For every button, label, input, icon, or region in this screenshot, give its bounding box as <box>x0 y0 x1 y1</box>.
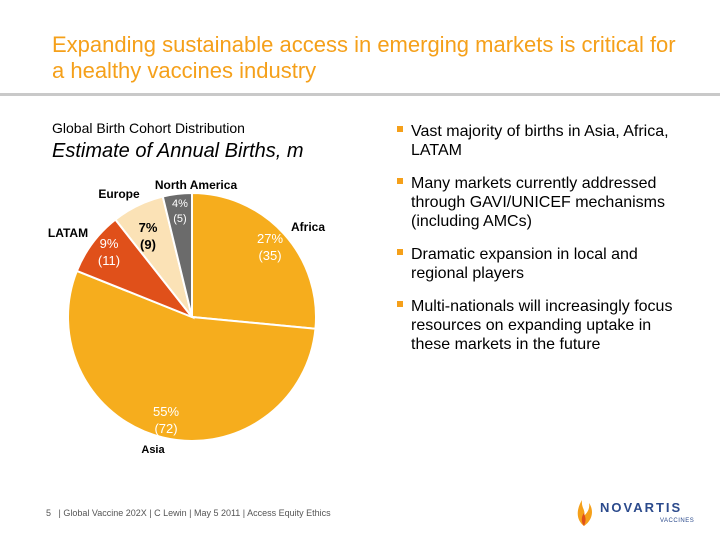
pie-slice-north-america <box>161 191 193 318</box>
slice-percent-label: 9% <box>100 236 119 251</box>
logo-subtext: VACCINES <box>660 518 695 524</box>
chart-title: Global Birth Cohort Distribution <box>52 120 245 136</box>
footer-text: | Global Vaccine 202X | C Lewin | May 5 … <box>58 508 331 518</box>
logo-wordmark: NOVARTIS <box>600 500 683 515</box>
slide-title: Expanding sustainable access in emerging… <box>52 32 676 83</box>
bullet-square-icon <box>397 126 403 132</box>
pie-slice-asia <box>67 269 317 442</box>
slice-percent-label: 7% <box>139 220 158 235</box>
novartis-logo: NOVARTIS VACCINES <box>572 494 700 530</box>
slice-value-label: (72) <box>154 421 177 436</box>
slice-value-label: (5) <box>173 213 186 225</box>
bullet-text: Dramatic expansion in local and regional… <box>411 246 638 282</box>
chart-subtitle: Estimate of Annual Births, m <box>52 140 304 162</box>
slice-value-label: (11) <box>98 253 120 268</box>
bullet-item: Multi-nationals will increasingly focus … <box>397 297 687 354</box>
slice-name-label: Europe <box>98 187 140 201</box>
title-divider <box>0 93 720 96</box>
slice-value-label: (35) <box>258 248 281 263</box>
slice-name-label: LATAM <box>48 226 88 240</box>
slice-percent-label: 27% <box>257 231 283 246</box>
bullet-item: Many markets currently addressed through… <box>397 174 687 231</box>
bullet-square-icon <box>397 301 403 307</box>
slice-percent-label: 4% <box>172 198 188 210</box>
bullet-square-icon <box>397 178 403 184</box>
bullet-square-icon <box>397 249 403 255</box>
slice-percent-label: 55% <box>153 404 179 419</box>
bullet-item: Dramatic expansion in local and regional… <box>397 245 687 283</box>
bullet-item: Vast majority of births in Asia, Africa,… <box>397 122 687 160</box>
footer: 5 | Global Vaccine 202X | C Lewin | May … <box>46 508 331 518</box>
bullet-text: Vast majority of births in Asia, Africa,… <box>411 123 669 159</box>
slice-value-label: (9) <box>140 237 156 252</box>
bullet-text: Many markets currently addressed through… <box>411 175 666 230</box>
slice-name-label: Africa <box>291 220 325 234</box>
page-number: 5 <box>46 508 52 518</box>
slice-name-label: North America <box>155 178 238 192</box>
bullet-text: Multi-nationals will increasingly focus … <box>411 298 673 353</box>
flame-icon <box>577 500 592 526</box>
bullet-list: Vast majority of births in Asia, Africa,… <box>397 122 687 368</box>
slice-name-label: Asia <box>141 444 165 456</box>
pie-slice-africa <box>191 191 317 330</box>
